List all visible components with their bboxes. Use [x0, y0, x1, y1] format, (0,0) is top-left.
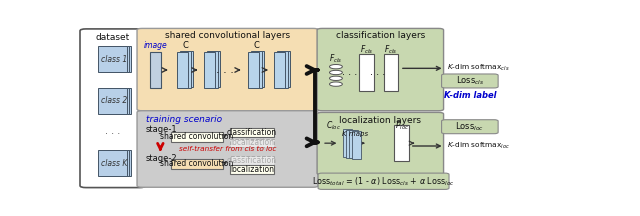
- Bar: [100, 88, 129, 114]
- FancyBboxPatch shape: [137, 29, 318, 111]
- Text: self-transfer from cls to loc: self-transfer from cls to loc: [179, 146, 276, 152]
- Text: . . .: . . .: [370, 67, 385, 78]
- Bar: [230, 165, 275, 174]
- Text: K maps: K maps: [342, 131, 369, 137]
- Bar: [102, 150, 131, 176]
- Bar: [102, 46, 131, 72]
- Text: class 1: class 1: [101, 55, 127, 64]
- Text: classification: classification: [227, 156, 277, 165]
- Text: dataset: dataset: [95, 33, 130, 42]
- Bar: [230, 138, 275, 147]
- Bar: [207, 51, 218, 88]
- Bar: [99, 46, 127, 72]
- FancyBboxPatch shape: [318, 173, 449, 189]
- Text: training scenario: training scenario: [146, 114, 222, 124]
- FancyBboxPatch shape: [137, 111, 318, 187]
- Bar: [177, 52, 188, 88]
- Text: . . .: . . .: [105, 126, 120, 136]
- Circle shape: [330, 65, 342, 69]
- Text: $F_{cls}$: $F_{cls}$: [329, 53, 342, 65]
- Text: $P_{loc}$: $P_{loc}$: [395, 119, 409, 132]
- Text: class 2: class 2: [101, 96, 127, 105]
- Text: $K$-dim softmax$_{loc}$: $K$-dim softmax$_{loc}$: [447, 141, 510, 151]
- Text: . . .: . . .: [342, 67, 357, 78]
- Bar: [99, 150, 127, 176]
- Text: localization: localization: [230, 138, 274, 147]
- Bar: [394, 125, 409, 162]
- Text: Loss$_{total}$ = (1 - $\alpha$) Loss$_{cls}$ + $\alpha$ Loss$_{loc}$: Loss$_{total}$ = (1 - $\alpha$) Loss$_{c…: [312, 175, 455, 187]
- Text: $F_{cls}$: $F_{cls}$: [384, 44, 397, 56]
- Bar: [180, 51, 191, 88]
- Text: C: C: [253, 41, 259, 49]
- Bar: [344, 129, 352, 157]
- FancyBboxPatch shape: [442, 74, 498, 88]
- Bar: [205, 52, 216, 88]
- Bar: [349, 130, 358, 158]
- Bar: [100, 46, 129, 72]
- Bar: [248, 52, 259, 88]
- Bar: [352, 130, 361, 159]
- Bar: [100, 150, 129, 176]
- Text: K-dim label: K-dim label: [444, 91, 496, 100]
- Text: class K: class K: [101, 159, 127, 168]
- Text: stage-1: stage-1: [146, 125, 177, 134]
- FancyBboxPatch shape: [317, 29, 444, 111]
- Bar: [171, 159, 223, 169]
- Text: classification layers: classification layers: [336, 31, 425, 40]
- Circle shape: [330, 76, 342, 81]
- FancyBboxPatch shape: [442, 120, 498, 134]
- Bar: [251, 51, 262, 88]
- Bar: [277, 51, 288, 88]
- Bar: [182, 51, 193, 87]
- FancyBboxPatch shape: [317, 112, 444, 175]
- Text: image: image: [144, 41, 168, 49]
- Bar: [102, 88, 131, 114]
- Text: localization layers: localization layers: [339, 116, 421, 125]
- Bar: [346, 130, 355, 158]
- Text: classification: classification: [227, 128, 277, 137]
- Bar: [209, 51, 220, 87]
- Bar: [275, 52, 285, 88]
- FancyBboxPatch shape: [80, 29, 145, 187]
- Bar: [280, 51, 291, 87]
- Bar: [383, 54, 399, 91]
- Bar: [359, 54, 374, 91]
- Text: localization: localization: [230, 165, 274, 174]
- Text: . . .: . . .: [216, 65, 234, 75]
- Bar: [230, 128, 275, 137]
- Text: C: C: [182, 41, 188, 49]
- Bar: [253, 51, 264, 87]
- Text: stage-2: stage-2: [146, 154, 177, 163]
- Text: Loss$_{loc}$: Loss$_{loc}$: [456, 121, 484, 133]
- Text: $F_{cls}$: $F_{cls}$: [360, 44, 373, 56]
- Bar: [171, 132, 223, 141]
- Text: shared convolution: shared convolution: [160, 132, 233, 141]
- Text: shared convolution: shared convolution: [160, 159, 233, 168]
- Text: shared convolutional layers: shared convolutional layers: [165, 31, 290, 40]
- Text: $K$-dim softmax$_{cls}$: $K$-dim softmax$_{cls}$: [447, 63, 509, 73]
- Bar: [230, 156, 275, 165]
- Bar: [150, 52, 161, 88]
- Bar: [99, 88, 127, 114]
- Text: $C_{loc}$: $C_{loc}$: [326, 119, 341, 132]
- Text: Loss$_{cls}$: Loss$_{cls}$: [456, 75, 484, 87]
- Circle shape: [330, 70, 342, 75]
- Circle shape: [330, 82, 342, 86]
